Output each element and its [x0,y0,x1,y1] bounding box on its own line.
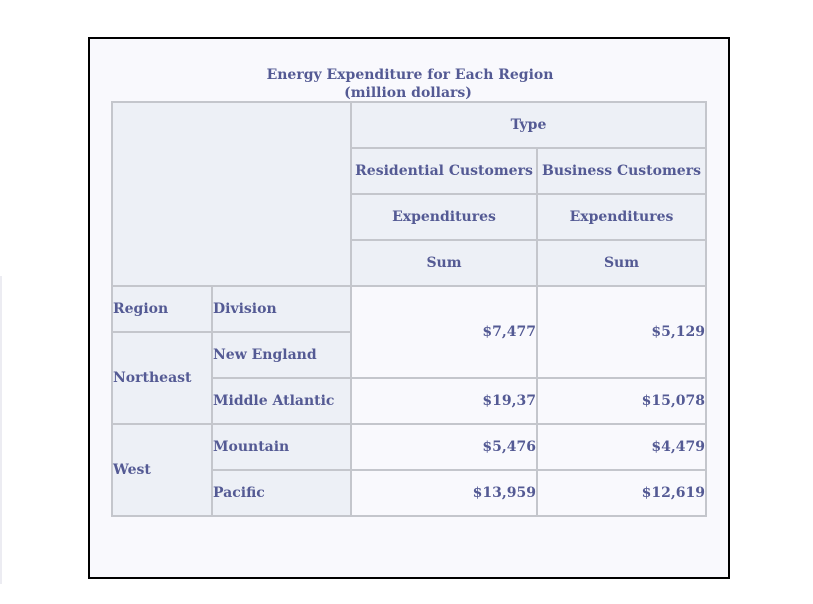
cell-new-england-business: $5,129 [536,285,707,379]
cell-new-england-residential: $7,477 [350,285,538,379]
header-row-statistic: Sum Sum [112,239,707,287]
header-business: Business Customers [536,147,707,195]
header-type: Type [350,101,707,149]
cell-mountain-business: $4,479 [536,423,707,471]
table-row: Pacific $13,959 $12,619 [112,469,707,517]
header-sum-business: Sum [536,239,707,287]
expenditure-table: Type Residential Customers Business Cust… [111,101,707,517]
subtitle-text: (million dollars) [344,85,472,101]
table-row: Middle Atlantic $19,37 $15,078 [112,377,707,425]
cell-middle-atlantic-business: $15,078 [536,377,707,425]
table-row: Northeast New England [111,331,706,425]
corner-cell [111,101,352,287]
division-mountain: Mountain [211,423,352,471]
division-pacific: Pacific [211,469,352,517]
row-header-division: Division [211,285,352,333]
report-frame: Energy Expenditure for Each Region (mill… [88,37,730,579]
header-row-customers: Residential Customers Business Customers [112,147,707,195]
cell-mountain-residential: $5,476 [350,423,538,471]
header-residential: Residential Customers [350,147,538,195]
division-new-england: New England [211,331,352,379]
header-expenditures-residential: Expenditures [350,193,538,241]
report-title: Energy Expenditure for Each Region (mill… [90,66,730,102]
cell-middle-atlantic-residential: $19,37 [350,377,538,425]
header-row-measure: Expenditures Expenditures [112,193,707,241]
region-northeast: Northeast [111,331,213,425]
region-west: West [111,423,213,517]
header-row-type: Type [111,101,707,287]
row-header-region: Region [111,285,213,333]
cell-pacific-residential: $13,959 [350,469,538,517]
cell-pacific-business: $12,619 [536,469,707,517]
header-sum-residential: Sum [350,239,538,287]
table-row: Region Division $7,477 $5,129 [111,285,707,379]
table-row: West Mountain $5,476 $4,479 [111,423,707,517]
title-text: Energy Expenditure for Each Region [266,67,554,83]
background-edge [0,276,2,584]
header-expenditures-business: Expenditures [536,193,707,241]
division-middle-atlantic: Middle Atlantic [211,377,352,425]
